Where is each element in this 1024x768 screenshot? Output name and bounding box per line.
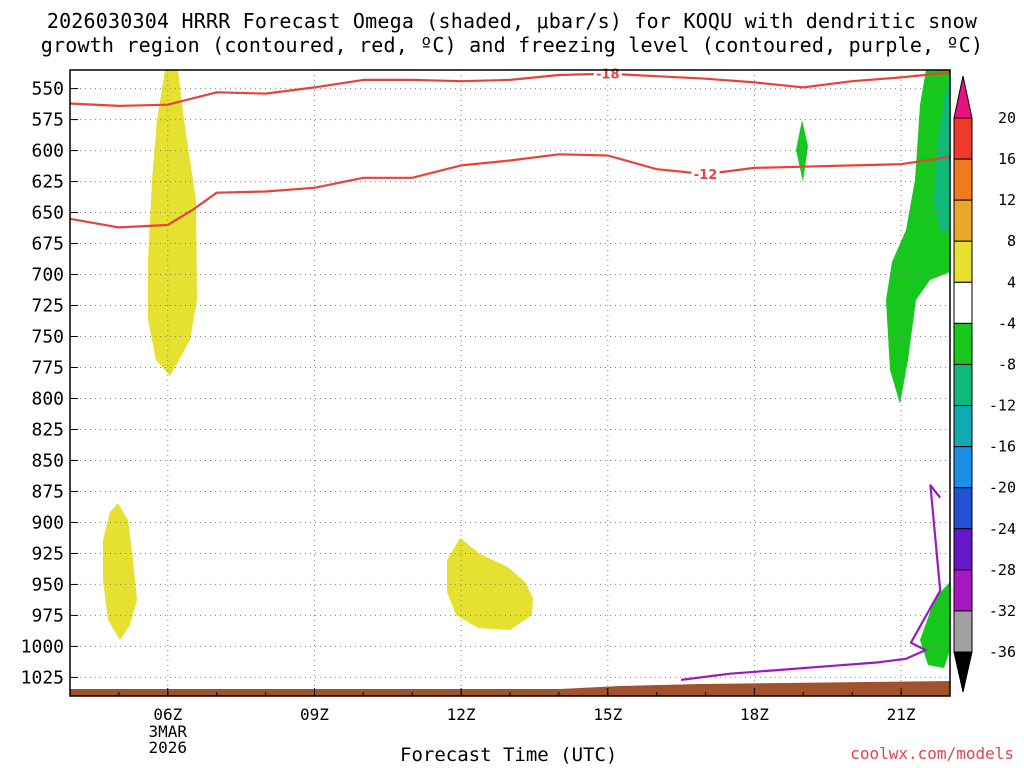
colorbar-label: -24 [989,520,1016,538]
contour-line--12 [70,153,950,229]
site-credit[interactable]: coolwx.com/models [850,744,1014,763]
colorbar-label: -32 [989,602,1016,620]
chart-title-line-2: growth region (contoured, red, ºC) and f… [40,33,984,57]
colorbar-label: -8 [998,355,1016,373]
y-tick-label: 550 [31,79,64,100]
contour-label--12: -12 [694,168,718,183]
y-tick-label: 600 [31,141,64,162]
omega-shading [70,70,950,696]
y-tick-label: 1000 [21,636,64,657]
chart-title-line-1: 2026030304 HRRR Forecast Omega (shaded, … [46,9,978,33]
colorbar-segment [953,446,973,489]
colorbar-segment [953,405,973,448]
y-tick-label: 875 [31,481,64,502]
colorbar-label: 12 [998,191,1016,209]
colorbar-top-arrow [953,75,973,119]
colorbar-label: -36 [989,643,1016,661]
x-tick-label: 21Z [887,705,916,724]
y-tick-label: 975 [31,605,64,626]
colorbar-segment [953,363,973,407]
colorbar-bottom-arrow [953,651,973,693]
colorbar-label: -4 [998,314,1016,332]
x-axis-title: Forecast Time (UTC) [400,744,618,766]
x-tick-label: 15Z [593,705,622,724]
y-tick-label: 725 [31,296,64,317]
contour-line--18 [70,71,950,108]
x-date-sublabel: 3MAR [149,722,188,741]
contour-label-bg [691,166,720,182]
colorbar-label: -20 [989,479,1016,497]
colorbar-label: -16 [989,438,1016,456]
colorbar-segment [953,569,973,612]
y-tick-label: 625 [31,172,64,193]
colorbar-label: -12 [989,397,1016,415]
y-tick-label: 775 [31,358,64,379]
terrain [70,681,950,696]
colorbar: 20 16 12 8 4 -4 -8 -12 -16 -20 -24 -28 -32 -36 [953,75,1016,693]
y-tick-label: 750 [31,327,64,348]
x-tick-label: 12Z [447,705,476,724]
omega-positive-region-lowlevel-left [103,503,137,640]
x-tick-label: 18Z [740,705,769,724]
colorbar-label: -28 [989,561,1016,579]
contour-line-0 [680,484,942,681]
y-tick-label: 950 [31,574,64,595]
colorbar-segment [953,487,973,530]
colorbar-segment [953,610,973,653]
y-tick-label: 675 [31,234,64,255]
y-tick-label: 800 [31,388,64,409]
colorbar-segment [953,528,973,571]
y-tick-label: 575 [31,110,64,131]
y-tick-label: 925 [31,543,64,564]
colorbar-label: 20 [998,109,1016,127]
colorbar-label: 4 [1007,273,1016,291]
omega-negative-region-bottom-right [920,582,950,668]
x-date-sublabel: 2026 [149,738,188,757]
colorbar-label: 16 [998,150,1016,168]
y-tick-label: 1025 [21,667,64,688]
contour-layer [70,71,950,681]
x-tick-label: 09Z [300,705,329,724]
omega-negative-region-right [886,70,950,404]
colorbar-segment [953,322,973,365]
omega-strong-negative-region [934,75,950,232]
x-tick-label: 06Z [153,705,182,724]
colorbar-segment [953,281,973,324]
y-tick-label: 700 [31,265,64,286]
y-tick-label: 825 [31,419,64,440]
y-tick-label: 850 [31,450,64,471]
colorbar-segment [953,158,973,201]
colorbar-segment [953,199,973,242]
colorbar-segment [953,117,973,160]
y-axis: 550 575 600 625 650 675 700 725 750 775 800 825 850 8… [21,79,78,688]
colorbar-segment [953,240,973,283]
grid [70,70,950,696]
colorbar-label: 8 [1007,232,1016,250]
y-tick-label: 650 [31,203,64,224]
y-tick-label: 900 [31,512,64,533]
contour-label--18: -18 [596,68,620,83]
